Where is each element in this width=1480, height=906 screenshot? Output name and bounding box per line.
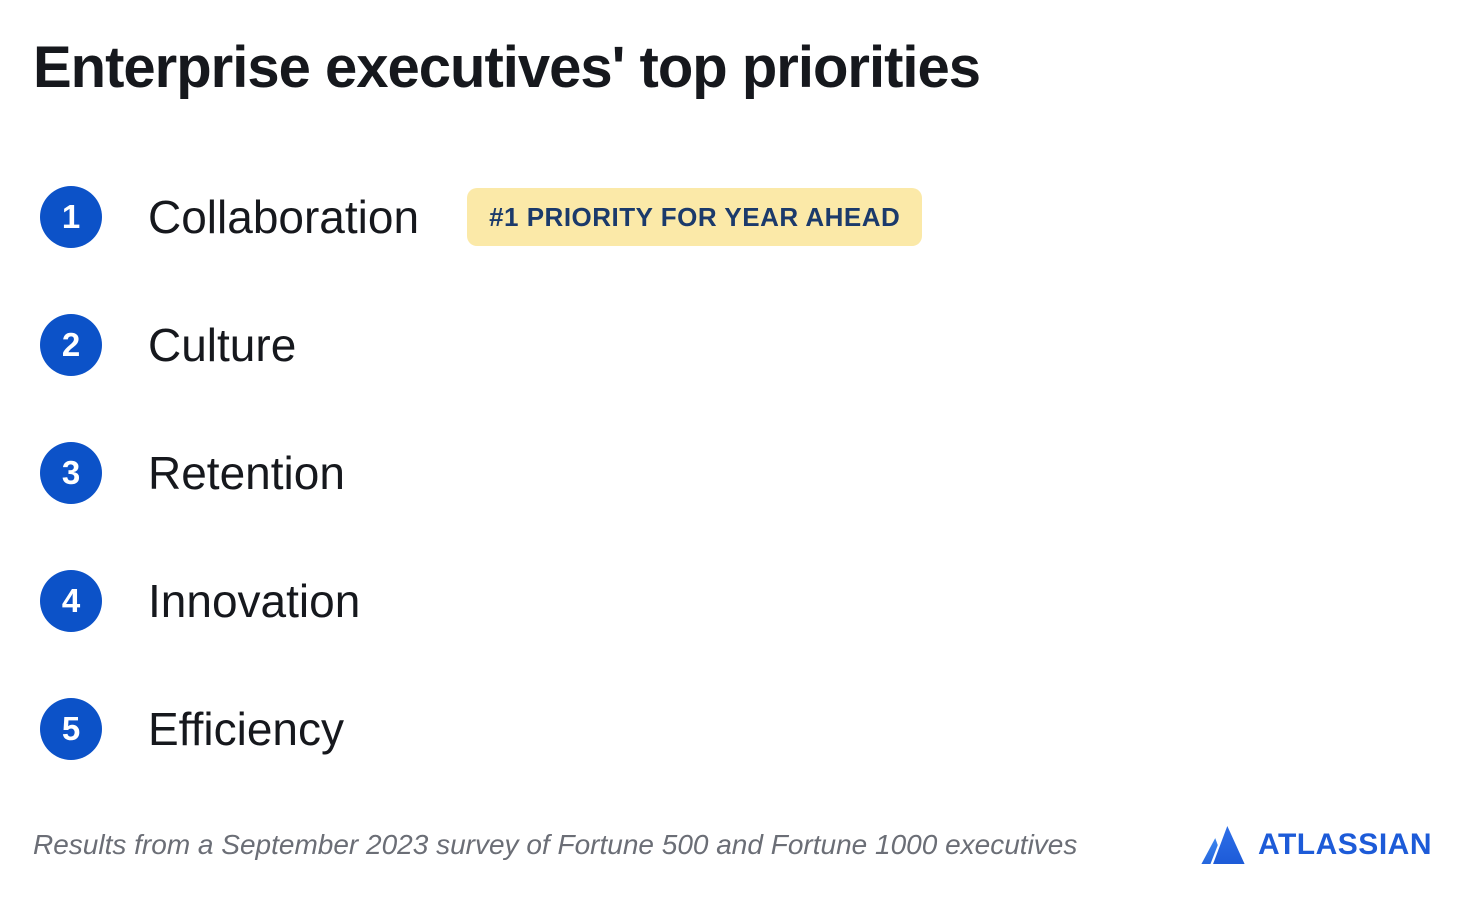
- atlassian-wordmark: ATLASSIAN: [1258, 828, 1432, 861]
- source-note: Results from a September 2023 survey of …: [33, 829, 1078, 860]
- priority-label: Retention: [148, 447, 345, 499]
- top-priority-badge: #1 PRIORITY FOR YEAR AHEAD: [467, 188, 923, 246]
- rank-circle-4: 4: [40, 570, 102, 632]
- rank-circle-3: 3: [40, 442, 102, 504]
- priority-label: Innovation: [148, 575, 361, 627]
- priority-label: Culture: [148, 319, 297, 371]
- rank-circle-1: 1: [40, 186, 102, 248]
- atlassian-logo: ATLASSIAN: [1201, 826, 1432, 864]
- rank-circle-5: 5: [40, 698, 102, 760]
- priority-label: Collaboration: [148, 191, 420, 243]
- priority-list: 1 Collaboration #1 PRIORITY FOR YEAR AHE…: [40, 186, 923, 760]
- page-title: Enterprise executives' top priorities: [33, 35, 981, 100]
- priority-row-5: 5 Efficiency: [40, 698, 922, 760]
- atlassian-logo-icon: [1201, 826, 1245, 864]
- rank-circle-2: 2: [40, 314, 102, 376]
- priority-label: Efficiency: [148, 703, 345, 755]
- priority-row-2: 2 Culture: [40, 314, 922, 376]
- priority-row-1: 1 Collaboration #1 PRIORITY FOR YEAR AHE…: [40, 186, 923, 248]
- priority-row-3: 3 Retention: [40, 442, 922, 504]
- footer: Results from a September 2023 survey of …: [33, 826, 1432, 864]
- priority-row-4: 4 Innovation: [40, 570, 922, 632]
